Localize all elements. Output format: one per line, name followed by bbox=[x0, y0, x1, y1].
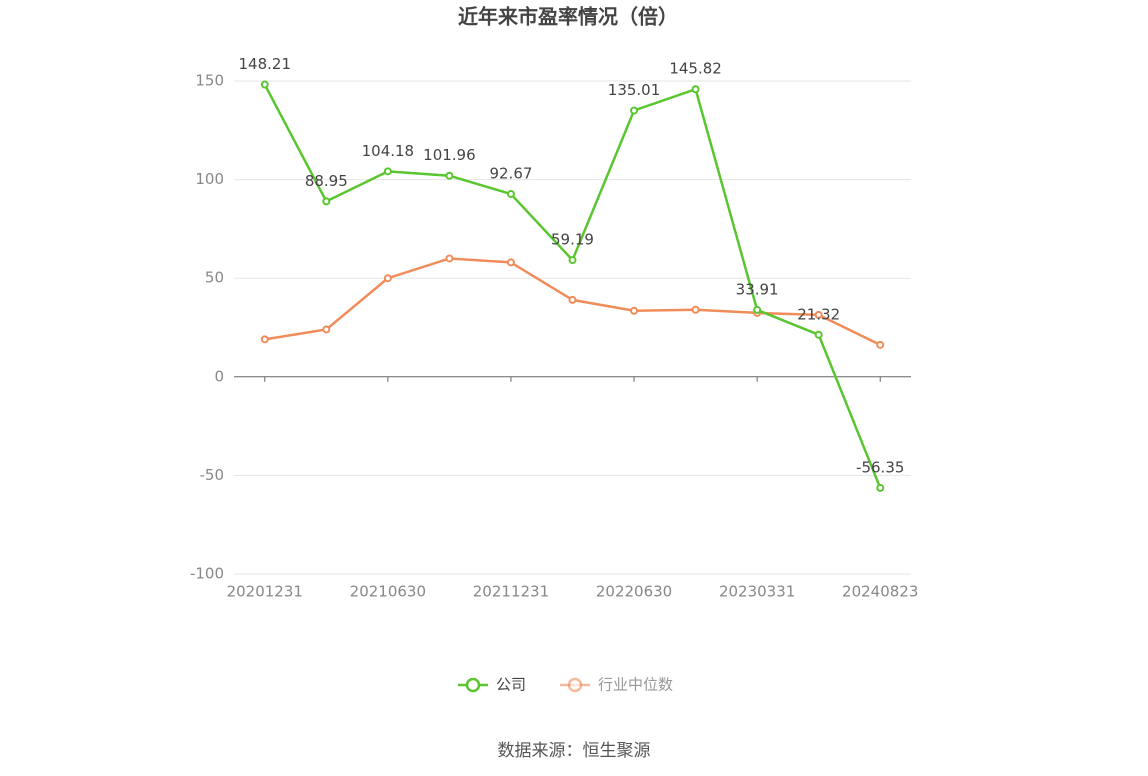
chart-title: 近年来市盈率情况（倍） bbox=[458, 5, 678, 29]
data-point bbox=[506, 258, 515, 267]
data-point bbox=[383, 274, 392, 283]
data-point bbox=[568, 295, 577, 304]
data-label: 104.18 bbox=[362, 142, 415, 160]
data-point bbox=[753, 305, 762, 314]
data-point bbox=[814, 310, 823, 319]
source-note: 数据来源：恒生聚源 bbox=[498, 741, 651, 761]
data-point bbox=[876, 483, 885, 492]
data-point bbox=[383, 167, 392, 176]
data-point bbox=[691, 85, 700, 94]
legend-marker bbox=[567, 677, 583, 693]
x-tick-label: 20230331 bbox=[719, 583, 795, 601]
data-label: 88.95 bbox=[305, 172, 348, 190]
data-label: -56.35 bbox=[856, 458, 904, 476]
data-point bbox=[506, 190, 515, 199]
data-label: 135.01 bbox=[608, 81, 661, 99]
data-point bbox=[568, 256, 577, 265]
y-tick-label: -100 bbox=[190, 565, 224, 583]
y-tick-label: 150 bbox=[195, 72, 224, 90]
y-tick-label: -50 bbox=[200, 466, 225, 484]
data-label: 101.96 bbox=[423, 146, 476, 164]
data-label: 33.91 bbox=[736, 280, 779, 298]
x-tick-label: 20240823 bbox=[842, 583, 918, 601]
data-point bbox=[876, 340, 885, 349]
legend-marker bbox=[465, 677, 481, 693]
x-tick-label: 20211231 bbox=[473, 583, 549, 601]
y-tick-label: 0 bbox=[214, 367, 224, 385]
data-label: 59.19 bbox=[551, 231, 594, 249]
data-point bbox=[814, 330, 823, 339]
data-label: 148.21 bbox=[239, 55, 292, 73]
data-point bbox=[630, 106, 639, 115]
series-line bbox=[263, 83, 882, 489]
data-point bbox=[322, 325, 331, 334]
x-tick-label: 20210630 bbox=[350, 583, 426, 601]
data-point bbox=[260, 80, 269, 89]
data-point bbox=[630, 306, 639, 315]
y-tick-label: 50 bbox=[205, 269, 224, 287]
data-label: 145.82 bbox=[669, 60, 722, 78]
legend-label: 行业中位数 bbox=[598, 676, 673, 694]
legend-label: 公司 bbox=[496, 676, 526, 694]
data-label: 92.67 bbox=[489, 165, 532, 183]
data-point bbox=[322, 197, 331, 206]
data-point bbox=[445, 171, 454, 180]
x-tick-label: 20220630 bbox=[596, 583, 672, 601]
y-tick-label: 100 bbox=[195, 170, 224, 188]
data-point bbox=[445, 254, 454, 263]
data-point bbox=[260, 335, 269, 344]
data-point bbox=[691, 305, 700, 314]
data-label: 21.32 bbox=[797, 305, 840, 323]
x-tick-label: 20201231 bbox=[227, 583, 303, 601]
